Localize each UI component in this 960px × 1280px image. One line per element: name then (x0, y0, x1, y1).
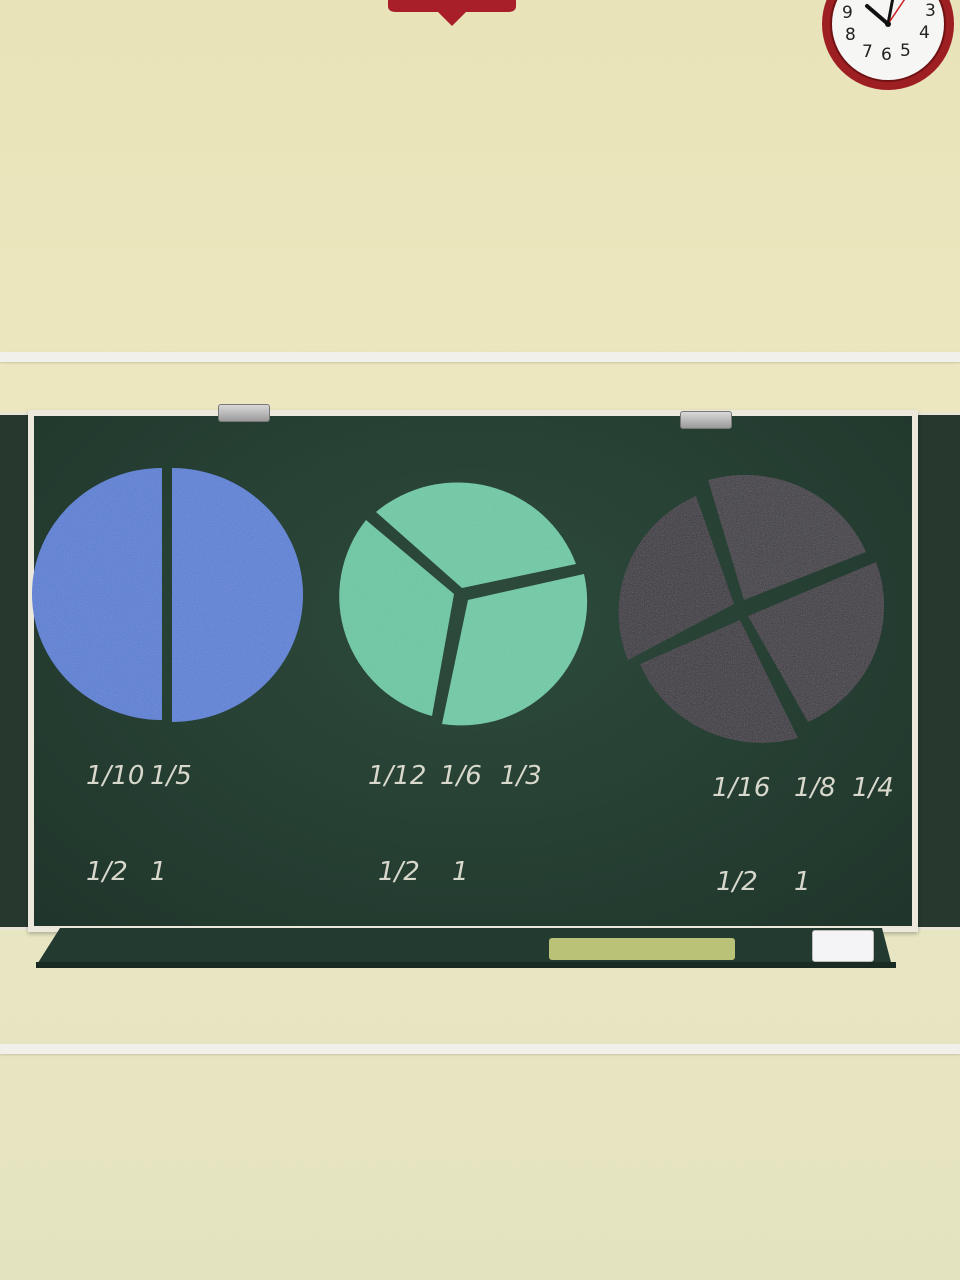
clock-numeral: 9 (842, 3, 853, 23)
wall-rail-lower (0, 1044, 960, 1054)
disc-piece-third (339, 520, 454, 716)
board-clip (218, 404, 270, 422)
disc-piece-third (376, 482, 576, 588)
second-hand (887, 0, 906, 25)
chalk-fraction: 1/5 (150, 761, 192, 791)
chalk-fraction: 1/8 (794, 773, 836, 803)
disc-piece-quarter (708, 474, 866, 600)
clock-numeral: 6 (881, 45, 892, 65)
wall-rail-upper (0, 352, 960, 362)
chalk-fractions-quarters: 1/16 1/8 1/4 1/2 1 (712, 773, 894, 897)
minute-hand (886, 0, 895, 26)
chalk-fraction: 1 (150, 857, 167, 887)
disc-piece-half (32, 468, 162, 720)
board-clip (680, 411, 732, 429)
chalk-fraction: 1/2 (716, 867, 758, 897)
clock-numeral: 7 (862, 42, 873, 62)
chalk-fraction: 1/16 (712, 773, 770, 803)
disc-piece-quarter (640, 620, 798, 743)
chalk-fraction: 1/12 (368, 761, 426, 791)
hour-hand (865, 4, 890, 26)
wall-clock: 10 9 8 7 6 5 4 3 2 (822, 0, 954, 90)
chalk-fraction: 1 (794, 867, 811, 897)
clock-numeral: 4 (919, 23, 930, 43)
disc-quarters (618, 474, 885, 743)
chalk-box (812, 930, 874, 962)
chalk-tray (36, 928, 896, 968)
disc-thirds (339, 482, 588, 726)
clock-numeral: 8 (845, 25, 856, 45)
chalk-fraction: 1/4 (852, 773, 894, 803)
disc-piece-quarter (748, 562, 885, 722)
chalk-fraction: 1/2 (378, 857, 420, 887)
chalk-fraction: 1/3 (500, 761, 542, 791)
clock-numeral: 5 (900, 41, 911, 61)
clock-numeral: 3 (925, 1, 936, 21)
chalk-fraction: 1/2 (86, 857, 128, 887)
crest-emblem (388, 0, 516, 26)
disc-piece-quarter (618, 496, 734, 660)
chalk-fraction: 1/6 (440, 761, 482, 791)
board-sponge (549, 938, 735, 960)
disc-piece-half (172, 468, 304, 722)
disc-halves (32, 468, 304, 722)
chalk-fraction: 1/10 (86, 761, 144, 791)
disc-piece-third (442, 574, 588, 726)
chalk-fractions-thirds: 1/12 1/6 1/3 1/2 1 (368, 761, 542, 887)
chalk-fraction: 1 (452, 857, 469, 887)
clock-numeral: 10 (845, 0, 867, 3)
chalk-fractions-halves: 1/10 1/5 1/2 1 (86, 761, 192, 887)
